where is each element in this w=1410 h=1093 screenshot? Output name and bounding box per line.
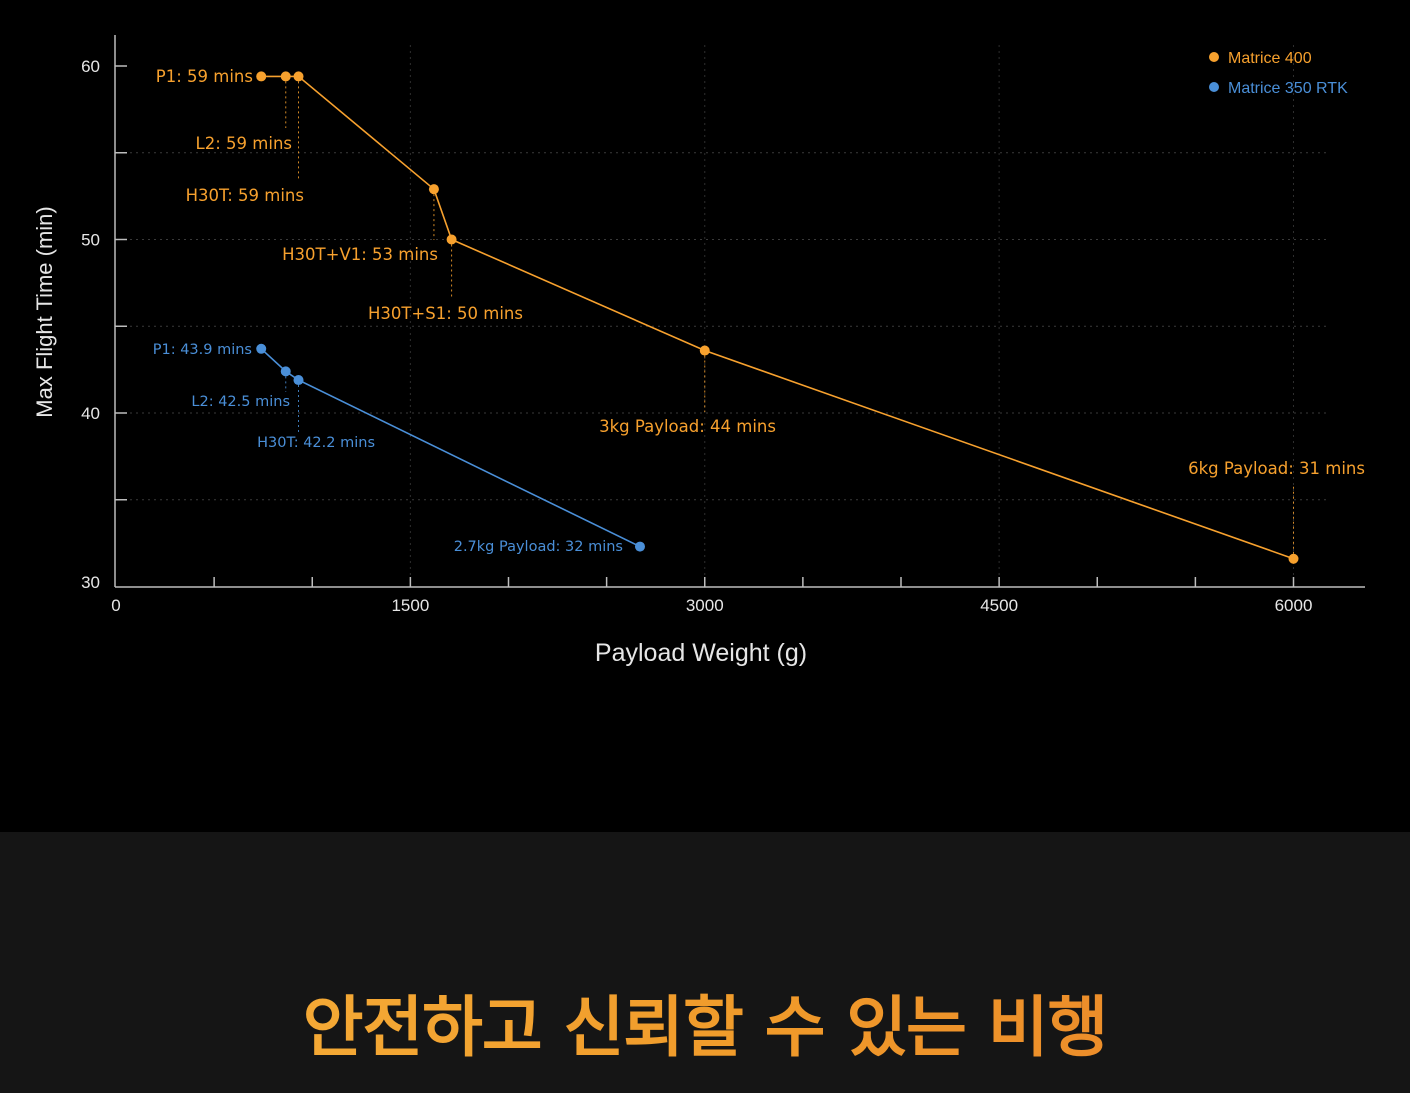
series-matrice-350-rtk: P1: 43.9 mins L2: 42.5 mins H30T: 42.2 min… [153,342,645,555]
headline-title: 안전하고 신뢰할 수 있는 비행 [0,974,1410,1070]
data-label: 3kg Payload: 44 mins [599,417,776,436]
x-tick-label: 3000 [686,596,724,615]
data-point [1288,553,1299,564]
grid-lines [130,45,1330,587]
y-tick-label: 50 [81,231,100,250]
legend-label: Matrice 400 [1228,50,1312,67]
data-label: H30T: 59 mins [186,186,304,205]
data-label: H30T+S1: 50 mins [368,304,523,323]
data-point [446,234,457,245]
data-point [256,71,267,82]
data-label: 6kg Payload: 31 mins [1188,459,1365,478]
data-point [634,541,645,552]
data-point [256,343,267,354]
data-point [699,345,710,356]
data-label: H30T: 42.2 mins [257,435,375,451]
x-tick-label: 0 [111,596,120,615]
data-point [428,184,439,195]
data-point [293,375,304,386]
y-tick-label: 30 [81,573,100,592]
x-tick-label: 6000 [1275,596,1313,615]
y-tick-label: 60 [81,57,100,76]
data-label: L2: 59 mins [196,134,292,153]
data-point [293,71,304,82]
flight-time-chart: 0 1500 3000 4500 6000 30 40 50 60 Payload Weight … [32,35,1365,667]
legend: Matrice 400 Matrice 350 RTK [1209,50,1348,97]
legend-label: Matrice 350 RTK [1228,80,1348,97]
legend-marker [1209,52,1219,62]
data-label: L2: 42.5 mins [191,394,290,410]
series-matrice-400: P1: 59 mins L2: 59 mins H30T: 59 mins H30T+… [156,67,1365,564]
chart-section: 0 1500 3000 4500 6000 30 40 50 60 Payload Weight … [32,35,1365,667]
x-tick-label: 4500 [980,596,1018,615]
x-axis-title: Payload Weight (g) [595,639,807,667]
y-tick-label: 40 [81,404,100,423]
data-label: P1: 59 mins [156,67,253,86]
data-label: H30T+V1: 53 mins [282,245,438,264]
data-point [280,71,291,82]
data-label: 2.7kg Payload: 32 mins [454,539,623,555]
data-point [280,366,291,377]
headline-section: 안전하고 신뢰할 수 있는 비행 [0,832,1410,1093]
x-tick-label: 1500 [391,596,429,615]
legend-marker [1209,82,1219,92]
series-line [260,348,641,548]
data-label: P1: 43.9 mins [153,342,252,358]
y-axis-title: Max Flight Time (min) [32,206,57,417]
